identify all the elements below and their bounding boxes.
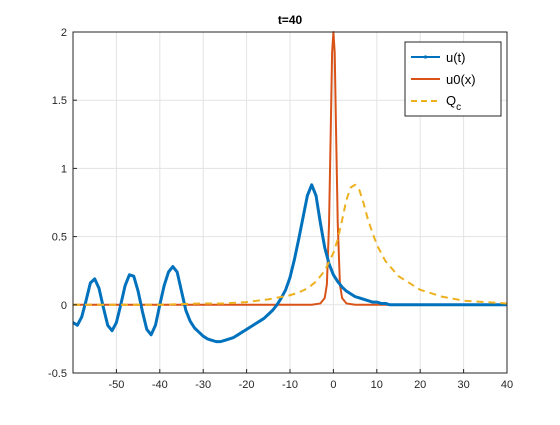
- legend: u(t) u0(x) Qc: [404, 41, 502, 117]
- x-tick-label: -40: [152, 379, 168, 391]
- y-tick-label: 0.5: [52, 232, 67, 244]
- series-line-0: [72, 183, 507, 344]
- x-tick-label: 40: [501, 379, 513, 391]
- legend-label-qc: Qc: [446, 93, 461, 113]
- x-tick-label: -30: [195, 379, 211, 391]
- ticks: -50 -40 -30 -20 -10 0 10 20 30 40 -0.5 0 0.5 1 1.5 2: [48, 27, 513, 391]
- y-tick-label: 1: [61, 163, 67, 175]
- x-tick-label: 10: [371, 379, 383, 391]
- x-tick-label: 20: [414, 379, 426, 391]
- x-tick-label: -10: [282, 379, 298, 391]
- y-tick-label: 0: [61, 300, 67, 312]
- x-tick-label: -50: [108, 379, 124, 391]
- y-tick-label: 2: [61, 27, 67, 39]
- legend-label-u-t: u(t): [446, 50, 466, 65]
- legend-label-q: Q: [446, 93, 456, 108]
- x-tick-label: -20: [239, 379, 255, 391]
- legend-label-u0-x: u0(x): [446, 72, 476, 87]
- chart-title: t=40: [278, 13, 303, 27]
- x-tick-label: 30: [457, 379, 469, 391]
- x-tick-label: 0: [330, 379, 336, 391]
- legend-label-subscript-c: c: [456, 102, 461, 113]
- y-tick-label: -0.5: [48, 368, 67, 380]
- y-tick-label: 1.5: [52, 95, 67, 107]
- legend-marker-u-t: [423, 55, 428, 59]
- series-line-2: [73, 183, 508, 306]
